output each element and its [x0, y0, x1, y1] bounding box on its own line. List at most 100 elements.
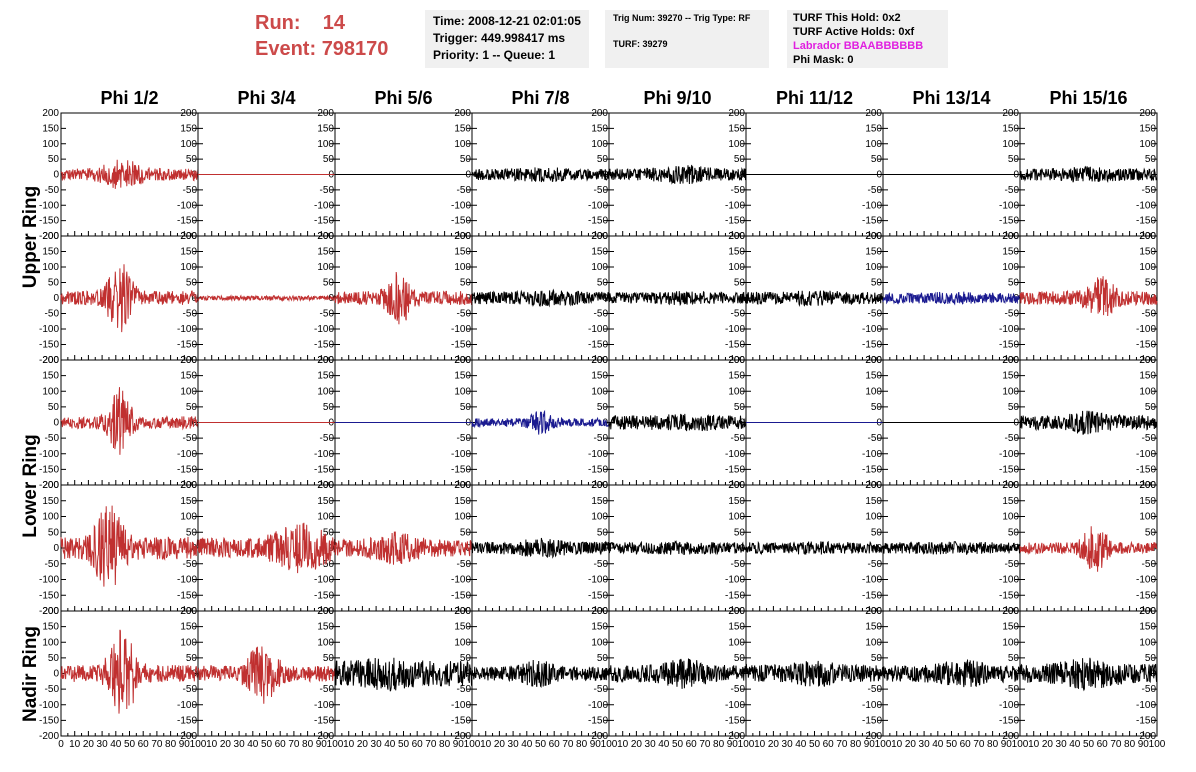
- x-tick-label: 60: [138, 739, 150, 750]
- waveform-series: [1019, 165, 1158, 184]
- x-tick-label: 80: [439, 739, 451, 750]
- y-tick-label: 50: [323, 402, 335, 413]
- waveform-series: [60, 505, 199, 587]
- waveform-series: [1019, 657, 1158, 692]
- y-tick-label: -200: [39, 480, 59, 491]
- y-tick-label: 200: [42, 355, 59, 366]
- y-tick-label: -150: [451, 715, 471, 726]
- y-tick-label: 150: [865, 247, 882, 258]
- y-tick-label: 150: [317, 371, 334, 382]
- y-tick-label: 100: [865, 386, 882, 397]
- x-tick-label: 20: [768, 739, 780, 750]
- y-tick-label: -150: [999, 464, 1019, 475]
- x-tick-label: 50: [535, 739, 547, 750]
- y-tick-label: 50: [597, 402, 609, 413]
- y-tick-label: 150: [1002, 123, 1019, 134]
- y-tick-label: -150: [451, 464, 471, 475]
- y-tick-label: -150: [39, 340, 59, 351]
- x-tick-label: 60: [1097, 739, 1109, 750]
- x-tick-label: 90: [1138, 739, 1150, 750]
- y-tick-label: 200: [1002, 231, 1019, 242]
- x-tick-label: 10: [617, 739, 629, 750]
- y-tick-label: 100: [865, 637, 882, 648]
- y-tick-label: 200: [728, 480, 745, 491]
- y-tick-label: 100: [454, 386, 471, 397]
- waveform-series: [882, 659, 1021, 688]
- y-tick-label: -150: [1136, 216, 1156, 227]
- y-tick-label: 150: [591, 371, 608, 382]
- y-tick-label: 50: [871, 278, 883, 289]
- time-info-box: Time: 2008-12-21 02:01:05 Trigger: 449.9…: [425, 10, 589, 68]
- y-tick-label: 200: [454, 231, 471, 242]
- x-tick-label: 10: [1028, 739, 1040, 750]
- x-tick-label: 20: [1042, 739, 1054, 750]
- y-tick-label: 150: [728, 371, 745, 382]
- y-tick-label: -100: [451, 449, 471, 460]
- y-tick-label: -150: [862, 340, 882, 351]
- y-tick-label: -50: [1005, 684, 1020, 695]
- x-tick-label: 70: [288, 739, 300, 750]
- y-tick-label: 150: [1139, 496, 1156, 507]
- y-tick-label: -100: [862, 200, 882, 211]
- y-tick-label: 100: [180, 262, 197, 273]
- y-tick-label: 150: [180, 496, 197, 507]
- y-tick-label: -100: [999, 700, 1019, 711]
- y-tick-label: 0: [53, 170, 59, 181]
- y-tick-label: 50: [734, 402, 746, 413]
- y-tick-label: -100: [588, 449, 608, 460]
- waveform-series: [60, 159, 199, 189]
- y-tick-label: 0: [53, 418, 59, 429]
- x-tick-label: 10: [343, 739, 355, 750]
- y-tick-label: 50: [48, 154, 60, 165]
- y-tick-label: 100: [1002, 139, 1019, 150]
- x-tick-label: 40: [247, 739, 259, 750]
- y-tick-label: -150: [999, 590, 1019, 601]
- y-tick-label: 150: [317, 496, 334, 507]
- x-tick-label: 90: [864, 739, 876, 750]
- y-tick-label: 100: [1139, 262, 1156, 273]
- y-tick-label: -50: [731, 559, 746, 570]
- y-tick-label: 150: [865, 123, 882, 134]
- x-tick-label: 50: [946, 739, 958, 750]
- x-tick-label: 30: [508, 739, 520, 750]
- y-tick-label: -50: [868, 309, 883, 320]
- y-tick-label: 100: [728, 139, 745, 150]
- y-tick-label: 100: [865, 262, 882, 273]
- y-tick-label: 50: [460, 278, 472, 289]
- priority-text: Priority: 1 -- Queue: 1: [433, 48, 556, 62]
- y-tick-label: 0: [53, 669, 59, 680]
- x-tick-label: 100: [1149, 739, 1166, 750]
- y-tick-label: 50: [460, 653, 472, 664]
- y-tick-label: -100: [451, 200, 471, 211]
- trig-num-text: Trig Num: 39270 -- Trig Type: RF: [613, 13, 751, 23]
- waveform-series: [1019, 526, 1158, 572]
- y-tick-label: 150: [728, 247, 745, 258]
- y-tick-label: -150: [999, 715, 1019, 726]
- y-tick-label: -50: [594, 185, 609, 196]
- y-tick-label: 100: [317, 386, 334, 397]
- y-tick-label: 150: [42, 247, 59, 258]
- y-tick-label: -100: [588, 324, 608, 335]
- x-tick-label: 10: [891, 739, 903, 750]
- y-tick-label: -50: [320, 185, 335, 196]
- y-tick-label: 150: [42, 371, 59, 382]
- x-tick-label: 20: [357, 739, 369, 750]
- y-tick-label: 50: [871, 527, 883, 538]
- y-tick-label: -50: [183, 433, 198, 444]
- y-tick-label: 200: [42, 606, 59, 617]
- y-tick-label: -200: [862, 731, 882, 742]
- y-tick-label: -150: [1136, 715, 1156, 726]
- waveform-series: [60, 629, 199, 714]
- y-tick-label: 150: [1002, 496, 1019, 507]
- column-heading: Phi 13/14: [912, 88, 990, 108]
- y-tick-label: 200: [865, 108, 882, 119]
- x-tick-label: 70: [1110, 739, 1122, 750]
- y-tick-label: -50: [457, 185, 472, 196]
- y-tick-label: -200: [999, 731, 1019, 742]
- x-tick-label: 100: [875, 739, 892, 750]
- y-tick-label: -150: [725, 340, 745, 351]
- y-tick-label: 200: [42, 480, 59, 491]
- y-tick-label: 200: [454, 480, 471, 491]
- y-tick-label: -150: [314, 715, 334, 726]
- y-tick-label: -100: [999, 575, 1019, 586]
